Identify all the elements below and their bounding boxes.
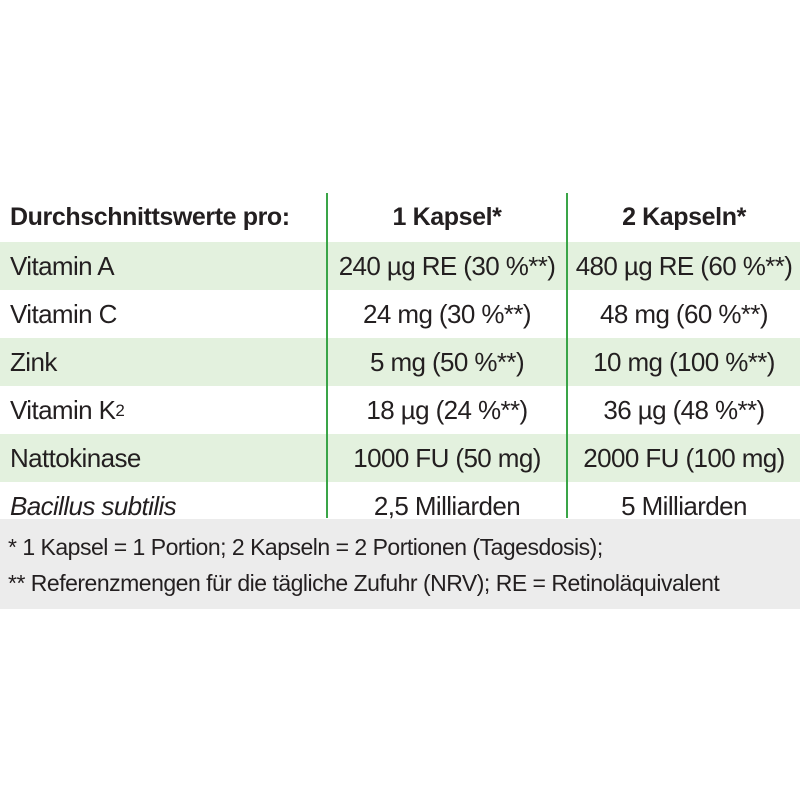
value-two-capsules: 5 Milliarden (621, 491, 747, 521)
value-two-capsules: 48 mg (60 %**) (600, 299, 769, 329)
table-row-vitamin-a: Vitamin A 240 µg RE (30 %**) 480 µg RE (… (0, 242, 800, 290)
value-two-capsules: 10 mg (100 %**) (593, 346, 775, 377)
nutrient-name: Bacillus subtilis (10, 491, 177, 521)
header-two-capsules: 2 Kapseln* (622, 203, 746, 231)
footnote-serving: * 1 Kapsel = 1 Portion; 2 Kapseln = 2 Po… (8, 534, 603, 560)
column-divider-1 (326, 193, 328, 518)
value-two-capsules: 36 µg (48 %**) (603, 395, 765, 425)
nutrient-name: Vitamin A (10, 250, 115, 281)
table-row-zink: Zink 5 mg (50 %**) 10 mg (100 %**) (0, 338, 800, 386)
nutrient-name: Zink (10, 346, 57, 377)
header-one-capsule: 1 Kapsel* (392, 203, 502, 231)
nutrient-name-subscript: 2 (115, 400, 125, 420)
table-row-bacillus-subtilis: Bacillus subtilis 2,5 Milliarden 5 Milli… (0, 482, 800, 530)
value-one-capsule: 240 µg RE (30 %**) (338, 250, 556, 281)
value-one-capsule: 5 mg (50 %**) (369, 346, 525, 377)
nutrient-name: Vitamin C (10, 299, 117, 329)
footnotes: * 1 Kapsel = 1 Portion; 2 Kapseln = 2 Po… (0, 519, 800, 609)
value-one-capsule: 24 mg (30 %**) (363, 299, 532, 329)
nutrition-table: Durchschnittswerte pro: 1 Kapsel* 2 Kaps… (0, 193, 800, 530)
value-one-capsule: 2,5 Milliarden (373, 491, 521, 521)
column-divider-2 (566, 193, 568, 518)
value-two-capsules: 2000 FU (100 mg) (583, 442, 785, 473)
nutrient-name: Nattokinase (10, 442, 141, 473)
nutrient-name: Vitamin K (10, 395, 116, 425)
table-row-vitamin-c: Vitamin C 24 mg (30 %**) 48 mg (60 %**) (0, 290, 800, 338)
footnote-nrv: ** Referenzmengen für die tägliche Zufuh… (8, 570, 720, 596)
value-two-capsules: 480 µg RE (60 %**) (575, 250, 793, 281)
table-header-row: Durchschnittswerte pro: 1 Kapsel* 2 Kaps… (0, 193, 800, 242)
table-row-nattokinase: Nattokinase 1000 FU (50 mg) 2000 FU (100… (0, 434, 800, 482)
value-one-capsule: 1000 FU (50 mg) (353, 442, 541, 473)
header-label: Durchschnittswerte pro: (10, 203, 290, 231)
value-one-capsule: 18 µg (24 %**) (366, 395, 528, 425)
